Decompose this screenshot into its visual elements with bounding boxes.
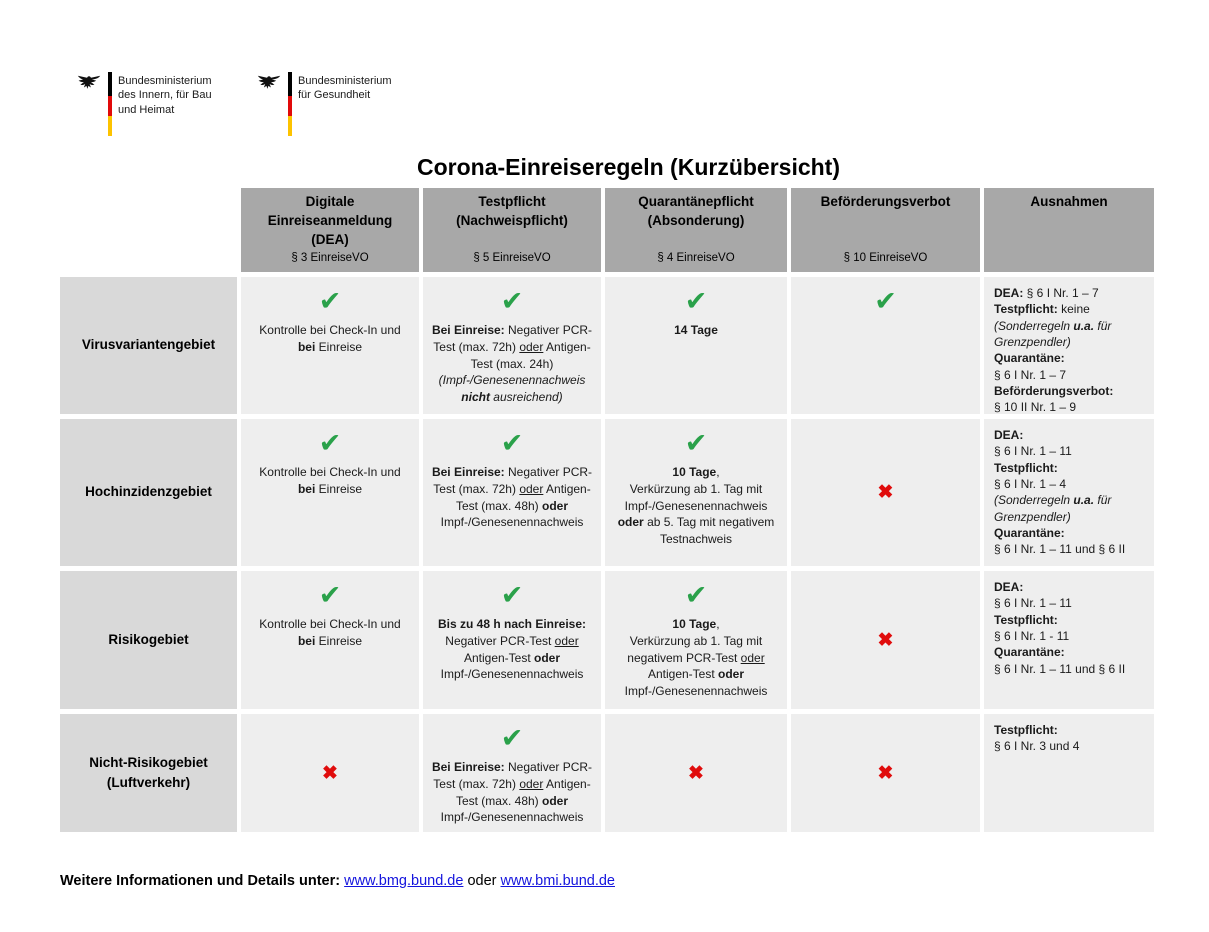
cell-text: 10 Tage, Verkürzung ab 1. Tag mit negative…: [624, 617, 768, 699]
cell-text: DEA: § 6 I Nr. 1 – 7 Testpflicht: keine (S…: [994, 286, 1114, 415]
logo-line: und Heimat: [118, 103, 175, 116]
cross-icon: ✖: [877, 762, 894, 784]
table-corner: [60, 188, 237, 272]
check-icon: ✔: [684, 580, 708, 610]
check-icon: ✔: [500, 428, 524, 458]
footer-separator: oder: [467, 872, 497, 889]
check-icon: ✔: [684, 286, 708, 316]
column-header-title: Digitale Einreiseanmeldung (DEA): [267, 194, 393, 247]
column-header-3: Quarantänepflicht (Absonderung) § 4 Einrei…: [605, 188, 787, 272]
footer-info: Weitere Informationen und Details unter:…: [60, 873, 615, 889]
table-cell-r2c5: DEA: § 6 I Nr. 1 – 11 Testpflicht: § 6 I Nr…: [984, 419, 1154, 566]
cell-text: Bei Einreise: Negativer PCR- Test (max. 7…: [431, 323, 593, 405]
check-icon: ✔: [318, 580, 342, 610]
table-cell-r3c3: ✔ 10 Tage, Verkürzung ab 1. Tag mit negativ…: [605, 571, 787, 709]
cell-text: DEA: § 6 I Nr. 1 – 11 Testpflicht: § 6 I Nr…: [994, 580, 1126, 676]
check-icon: ✔: [318, 428, 342, 458]
column-header-2: Testpflicht (Nachweispflicht) § 5 Einreise…: [423, 188, 601, 272]
flag-stripe-icon: [108, 72, 112, 136]
column-header-paragraph: § 4 EinreiseVO: [657, 252, 735, 264]
column-header-4: Beförderungsverbot § 10 EinreiseVO: [791, 188, 980, 272]
column-header-1: Digitale Einreiseanmeldung (DEA) § 3 Einrei…: [241, 188, 419, 272]
bmi-ministry-logo: Bundesministerium des Innern, für Bau un…: [76, 72, 212, 136]
table-cell-r2c1: ✔ Kontrolle bei Check-In und bei Einreise: [241, 419, 419, 566]
check-icon: ✔: [684, 428, 708, 458]
column-header-paragraph: § 10 EinreiseVO: [843, 252, 928, 264]
row-label-4: Nicht-Risikogebiet (Luftverkehr): [60, 714, 237, 832]
logo-line: des Innern, für Bau: [118, 89, 212, 102]
logo-line: Bundesministerium: [118, 75, 212, 87]
table-cell-r1c3: ✔ 14 Tage: [605, 277, 787, 414]
bmg-link[interactable]: www.bmg.bund.de: [344, 872, 464, 889]
footer-label: Weitere Informationen und Details unter:: [60, 872, 341, 889]
cell-text: Kontrolle bei Check-In und bei Einreise: [259, 323, 401, 354]
check-icon: ✔: [874, 286, 897, 316]
cell-text: 14 Tage: [674, 323, 718, 337]
table-cell-r1c1: ✔ Kontrolle bei Check-In und bei Einreise: [241, 277, 419, 414]
bmg-ministry-logo: Bundesministerium für Gesundheit: [256, 72, 392, 136]
table-cell-r2c2: ✔ Bei Einreise: Negativer PCR- Test (max. …: [423, 419, 601, 566]
bmi-link[interactable]: www.bmi.bund.de: [500, 872, 615, 889]
cell-text: Testpflicht: § 6 I Nr. 3 und 4: [994, 723, 1080, 754]
entry-rules-table: Digitale Einreiseanmeldung (DEA) § 3 Einrei…: [60, 188, 1154, 832]
table-cell-r4c4: ✖: [791, 714, 980, 832]
table-cell-r4c1: ✖: [241, 714, 419, 832]
column-header-paragraph: § 5 EinreiseVO: [473, 252, 551, 264]
row-label-2: Hochinzidenzgebiet: [60, 419, 237, 566]
row-label-3: Risikogebiet: [60, 571, 237, 709]
cross-icon: ✖: [322, 762, 338, 784]
cell-text: Bei Einreise: Negativer PCR- Test (max. 7…: [431, 465, 593, 530]
table-cell-r3c2: ✔ Bis zu 48 h nach Einreise: Negativer PCR…: [423, 571, 601, 709]
bmg-logo-text: Bundesministerium für Gesundheit: [298, 72, 392, 103]
column-header-title: Testpflicht (Nachweispflicht): [456, 194, 568, 228]
check-icon: ✔: [500, 723, 524, 753]
column-header-title: Quarantänepflicht (Absonderung): [638, 194, 754, 228]
check-icon: ✔: [500, 286, 524, 316]
table-cell-r2c3: ✔ 10 Tage, Verkürzung ab 1. Tag mit Impf-/G…: [605, 419, 787, 566]
row-label-1: Virusvariantengebiet: [60, 277, 237, 414]
cell-text: DEA: § 6 I Nr. 1 – 11 Testpflicht: § 6 I Nr…: [994, 428, 1126, 557]
page-title: Corona-Einreiseregeln (Kurzübersicht): [416, 154, 841, 181]
check-icon: ✔: [500, 580, 524, 610]
logo-line: Bundesministerium: [298, 75, 392, 87]
logo-line: für Gesundheit: [298, 89, 371, 102]
column-header-title: Ausnahmen: [1030, 194, 1108, 209]
cell-text: Kontrolle bei Check-In und bei Einreise: [259, 617, 401, 648]
federal-eagle-icon: [77, 75, 101, 89]
table-cell-r1c5: DEA: § 6 I Nr. 1 – 7 Testpflicht: keine (S…: [984, 277, 1154, 414]
table-cell-r4c2: ✔ Bei Einreise: Negativer PCR- Test (max. …: [423, 714, 601, 832]
table-cell-r1c2: ✔ Bei Einreise: Negativer PCR- Test (max. …: [423, 277, 601, 414]
cross-icon: ✖: [877, 629, 894, 651]
table-cell-r1c4: ✔: [791, 277, 980, 414]
federal-eagle-icon: [257, 75, 281, 89]
cross-icon: ✖: [688, 762, 704, 784]
bmi-logo-text: Bundesministerium des Innern, für Bau un…: [118, 72, 212, 117]
table-cell-r2c4: ✖: [791, 419, 980, 566]
check-icon: ✔: [318, 286, 342, 316]
cell-text: Kontrolle bei Check-In und bei Einreise: [259, 465, 401, 496]
cell-text: 10 Tage, Verkürzung ab 1. Tag mit Impf-/Ge…: [617, 465, 775, 547]
column-header-paragraph: § 3 EinreiseVO: [291, 252, 369, 264]
table-cell-r3c4: ✖: [791, 571, 980, 709]
cross-icon: ✖: [877, 482, 894, 503]
table-cell-r4c3: ✖: [605, 714, 787, 832]
flag-stripe-icon: [288, 72, 292, 136]
table-cell-r3c1: ✔ Kontrolle bei Check-In und bei Einreise: [241, 571, 419, 709]
cell-text: Bei Einreise: Negativer PCR- Test (max. 7…: [431, 760, 593, 825]
table-cell-r3c5: DEA: § 6 I Nr. 1 – 11 Testpflicht: § 6 I Nr…: [984, 571, 1154, 709]
column-header-5: Ausnahmen: [984, 188, 1154, 272]
column-header-title: Beförderungsverbot: [820, 194, 951, 209]
cell-text: Bis zu 48 h nach Einreise: Negativer PCR-…: [437, 617, 587, 682]
table-cell-r4c5: Testpflicht: § 6 I Nr. 3 und 4: [984, 714, 1154, 832]
